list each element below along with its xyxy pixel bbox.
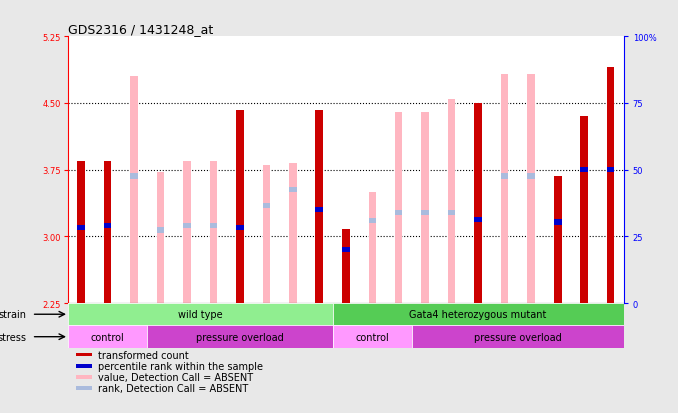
Bar	[183, 161, 191, 303]
Bar	[210, 223, 217, 229]
Bar	[68, 303, 332, 326]
Text: control: control	[91, 332, 124, 342]
Bar	[147, 326, 332, 348]
Bar	[501, 174, 508, 179]
Bar	[76, 386, 92, 390]
Bar	[332, 326, 412, 348]
Bar	[554, 220, 561, 225]
Text: control: control	[355, 332, 389, 342]
Text: pressure overload: pressure overload	[196, 332, 284, 342]
Bar	[104, 161, 111, 303]
Bar	[315, 207, 323, 213]
Bar	[527, 174, 535, 179]
Text: stress: stress	[0, 332, 26, 342]
Bar	[474, 104, 482, 303]
Bar	[289, 187, 296, 192]
Bar	[68, 326, 147, 348]
Bar	[422, 210, 429, 216]
Bar	[236, 225, 244, 230]
Bar	[236, 111, 244, 303]
Bar	[262, 203, 270, 209]
Bar	[395, 210, 403, 216]
Bar	[422, 113, 429, 303]
Bar	[76, 375, 92, 379]
Bar	[289, 164, 296, 303]
Bar	[554, 176, 561, 303]
Bar	[315, 111, 323, 303]
Text: pressure overload: pressure overload	[474, 332, 562, 342]
Bar	[76, 364, 92, 368]
Bar	[342, 247, 350, 253]
Bar	[332, 303, 624, 326]
Bar	[210, 161, 217, 303]
Bar	[369, 218, 376, 223]
Bar	[448, 210, 456, 216]
Text: GDS2316 / 1431248_at: GDS2316 / 1431248_at	[68, 23, 213, 36]
Bar	[77, 161, 85, 303]
Bar	[580, 168, 588, 173]
Bar	[104, 223, 111, 229]
Bar	[342, 230, 350, 303]
Bar	[157, 173, 164, 303]
Bar	[580, 117, 588, 303]
Bar	[157, 228, 164, 233]
Bar	[527, 75, 535, 303]
Text: Gata4 heterozygous mutant: Gata4 heterozygous mutant	[410, 309, 547, 320]
Bar	[369, 192, 376, 303]
Bar	[474, 217, 482, 223]
Bar	[607, 168, 614, 173]
Text: rank, Detection Call = ABSENT: rank, Detection Call = ABSENT	[98, 383, 249, 393]
Bar	[501, 75, 508, 303]
Bar	[76, 353, 92, 356]
Bar	[448, 99, 456, 303]
Bar	[262, 166, 270, 303]
Bar	[130, 77, 138, 303]
Bar	[183, 223, 191, 229]
Text: wild type: wild type	[178, 309, 222, 320]
Bar	[412, 326, 624, 348]
Text: strain: strain	[0, 309, 26, 320]
Bar	[607, 68, 614, 303]
Bar	[130, 174, 138, 179]
Bar	[77, 225, 85, 230]
Text: percentile rank within the sample: percentile rank within the sample	[98, 361, 263, 371]
Text: value, Detection Call = ABSENT: value, Detection Call = ABSENT	[98, 372, 254, 382]
Bar	[395, 113, 403, 303]
Text: transformed count: transformed count	[98, 350, 189, 360]
